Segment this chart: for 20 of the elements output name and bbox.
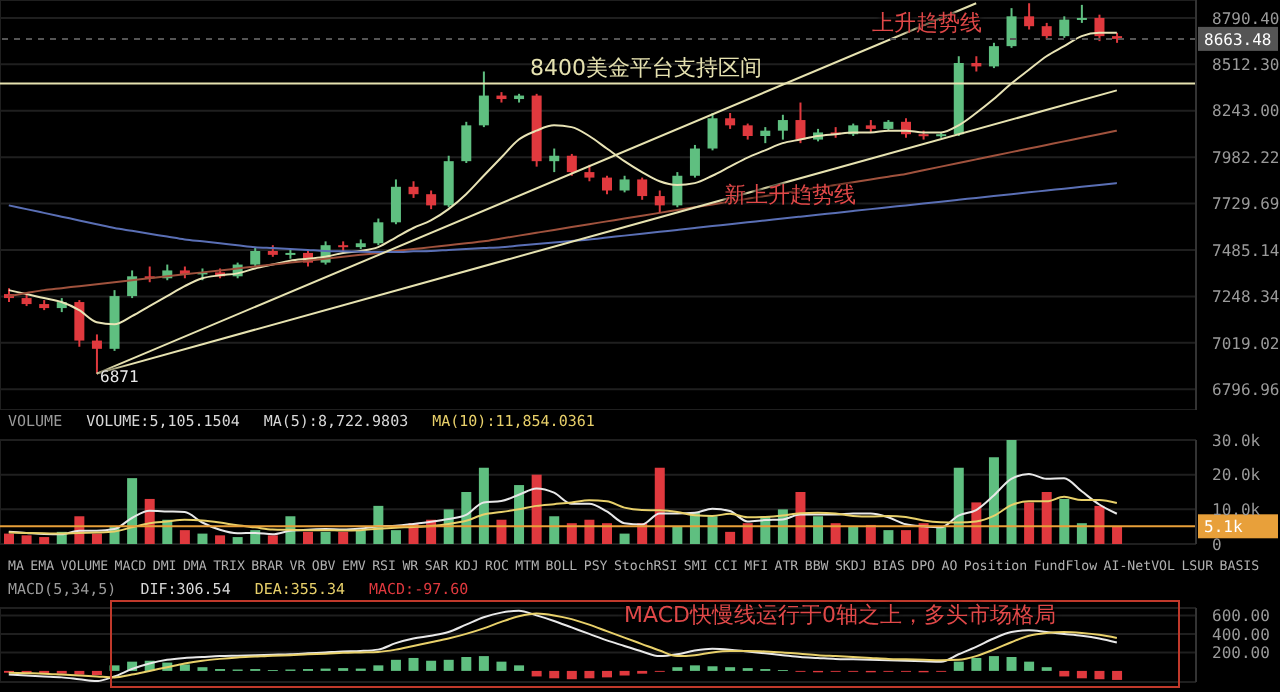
y-tick-label: 6796.96 <box>1212 380 1280 399</box>
y-tick-label: 0 <box>1212 535 1222 554</box>
y-tick-label: 8512.30 <box>1212 55 1280 74</box>
y-tick-label: 30.0k <box>1212 431 1261 450</box>
y-tick-label: 600.00 <box>1212 607 1271 626</box>
y-tick-label: 200.00 <box>1212 644 1271 663</box>
annotation: MACD快慢线运行于0轴之上，多头市场格局 <box>624 600 1056 630</box>
ref-line-label: 8400美金平台支持区间 <box>530 55 762 82</box>
y-tick-label: 7729.69 <box>1212 195 1280 214</box>
y-tick-label: 7485.14 <box>1212 241 1280 260</box>
y-tick-label: 20.0k <box>1212 466 1261 485</box>
ref-line-label: 8663.48 <box>1204 30 1272 49</box>
y-tick-label: 400.00 <box>1212 625 1271 644</box>
y-tick-label: 8790.40 <box>1212 9 1280 28</box>
annotation: 6871 <box>100 368 139 386</box>
y-tick-label: 7982.22 <box>1212 148 1280 167</box>
y-tick-label: 7019.02 <box>1212 334 1280 353</box>
y-tick-label: 7248.34 <box>1212 288 1280 307</box>
y-tick-label: 8243.00 <box>1212 102 1280 121</box>
ref-line-label: 5.1k <box>1204 518 1243 537</box>
